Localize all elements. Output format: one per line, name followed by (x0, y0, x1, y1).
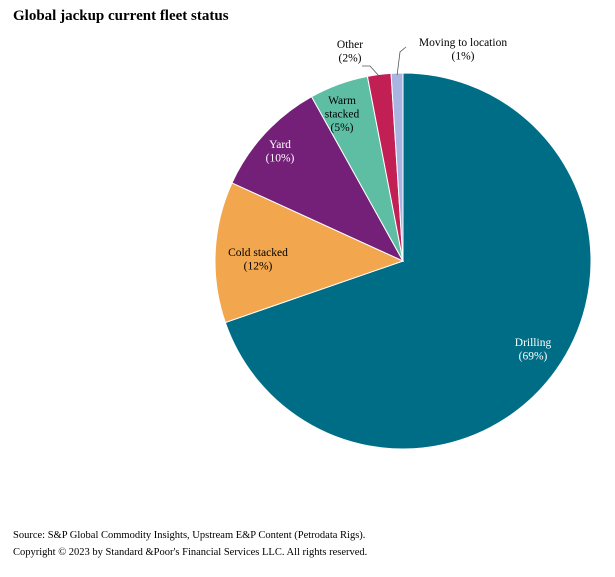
source-note: Source: S&P Global Commodity Insights, U… (13, 530, 366, 541)
slice-percent: (12%) (244, 261, 273, 273)
pie-slice-drilling (224, 72, 592, 450)
slice-name: Cold stacked (228, 247, 288, 259)
pie-slices (214, 72, 592, 450)
slice-label-warm-stacked: Warm stacked (5%) (325, 95, 360, 134)
slice-name: Warm (328, 95, 356, 107)
pie-slice-yard (231, 96, 405, 263)
slice-label-moving-to-location: Moving to location (1%) (419, 37, 507, 63)
slice-percent: (10%) (266, 153, 295, 165)
leader-lines (362, 46, 407, 77)
slice-label-yard: Yard (10%) (266, 139, 295, 165)
leader-line-moving-to-location (396, 46, 407, 76)
slice-name: Drilling (515, 337, 552, 349)
copyright-note: Copyright © 2023 by Standard &Poor's Fin… (13, 547, 368, 558)
slice-name: stacked (325, 109, 360, 121)
slice-percent: (1%) (452, 51, 475, 63)
slice-label-other: Other (2%) (337, 39, 363, 65)
slice-percent: (2%) (339, 53, 362, 65)
slice-labels: Drilling (69%) Cold stacked (12%) Yard (10%) W… (228, 37, 551, 363)
chart-title: Global jackup current fleet status (13, 8, 229, 24)
leader-line-other (362, 65, 380, 77)
slice-name: Moving to location (419, 37, 507, 49)
slice-percent: (5%) (331, 122, 354, 134)
slice-name: Other (337, 39, 363, 51)
slice-label-cold-stacked: Cold stacked (12%) (228, 247, 288, 273)
pie-slice-cold-stacked (214, 182, 405, 324)
slice-label-drilling: Drilling (69%) (515, 337, 552, 363)
slice-name: Yard (269, 139, 291, 151)
slice-percent: (69%) (519, 351, 548, 363)
